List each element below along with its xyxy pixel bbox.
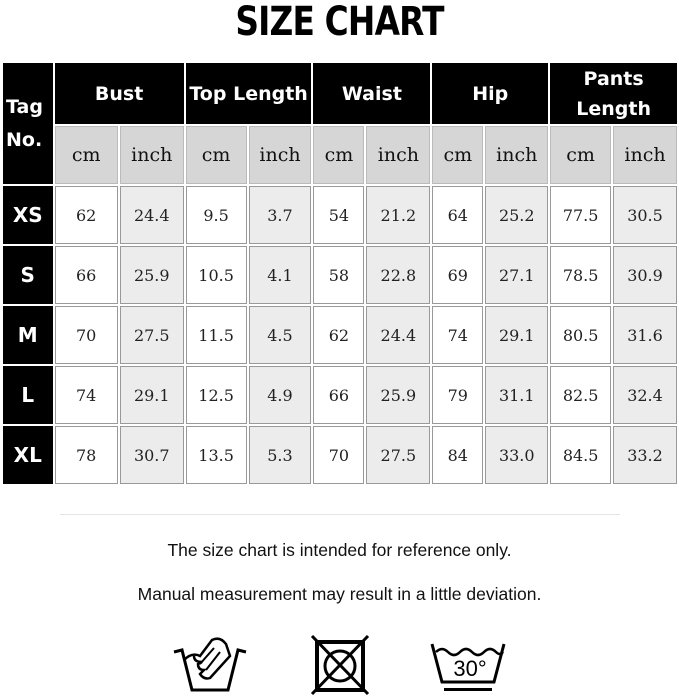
value-cell: 9.5 xyxy=(185,186,247,244)
value-cell: 29.1 xyxy=(119,366,184,424)
unit-header-inch: inch xyxy=(119,126,184,184)
group-header-bust: Bust xyxy=(54,63,184,124)
size-label: XL xyxy=(3,426,53,484)
table-row: L 74 29.1 12.5 4.9 66 25.9 79 31.1 82.5 32.4 xyxy=(3,366,677,424)
table-row: S 66 25.9 10.5 4.1 58 22.8 69 27.1 78.5 30.9 xyxy=(3,246,677,304)
value-cell: 4.5 xyxy=(248,306,312,364)
value-cell: 58 xyxy=(313,246,365,304)
unit-header-inch: inch xyxy=(613,126,677,184)
value-cell: 5.3 xyxy=(248,426,312,484)
value-cell: 33.2 xyxy=(613,426,677,484)
value-cell: 30.7 xyxy=(119,426,184,484)
value-cell: 62 xyxy=(54,186,118,244)
value-cell: 64 xyxy=(432,186,484,244)
wash-30-icon: 30° xyxy=(430,643,506,691)
group-header-top-length: Top Length xyxy=(185,63,312,124)
unit-header-cm: cm xyxy=(432,126,484,184)
group-header-pants-length: Pants Length xyxy=(550,63,677,124)
value-cell: 80.5 xyxy=(550,306,612,364)
group-header-waist: Waist xyxy=(313,63,431,124)
header-row-units: cm inch cm inch cm inch cm inch cm inch xyxy=(3,126,677,184)
value-cell: 33.0 xyxy=(485,426,549,484)
value-cell: 31.6 xyxy=(613,306,677,364)
unit-header-cm: cm xyxy=(550,126,612,184)
do-not-tumble-dry-icon xyxy=(310,634,370,696)
corner-label-tag: Tag xyxy=(6,95,43,118)
note-reference: The size chart is intended for reference… xyxy=(167,540,512,560)
unit-header-inch: inch xyxy=(248,126,312,184)
value-cell: 13.5 xyxy=(185,426,247,484)
unit-header-cm: cm xyxy=(313,126,365,184)
value-cell: 78 xyxy=(54,426,118,484)
value-cell: 74 xyxy=(54,366,118,424)
wash-temperature-label: 30° xyxy=(453,656,486,681)
value-cell: 74 xyxy=(432,306,484,364)
value-cell: 30.5 xyxy=(613,186,677,244)
unit-header-inch: inch xyxy=(485,126,549,184)
value-cell: 27.5 xyxy=(366,426,431,484)
value-cell: 29.1 xyxy=(485,306,549,364)
group-header-hip: Hip xyxy=(432,63,549,124)
corner-label-cell: Tag No. xyxy=(3,63,53,184)
value-cell: 70 xyxy=(313,426,365,484)
value-cell: 24.4 xyxy=(119,186,184,244)
chart-title: SIZE CHART xyxy=(235,0,444,45)
value-cell: 30.9 xyxy=(613,246,677,304)
size-label: S xyxy=(3,246,53,304)
table-row: XS 62 24.4 9.5 3.7 54 21.2 64 25.2 77.5 30.5 xyxy=(3,186,677,244)
corner-label-no: No. xyxy=(6,128,43,151)
value-cell: 32.4 xyxy=(613,366,677,424)
value-cell: 24.4 xyxy=(366,306,431,364)
value-cell: 84.5 xyxy=(550,426,612,484)
value-cell: 66 xyxy=(313,366,365,424)
value-cell: 27.1 xyxy=(485,246,549,304)
value-cell: 31.1 xyxy=(485,366,549,424)
value-cell: 3.7 xyxy=(248,186,312,244)
value-cell: 54 xyxy=(313,186,365,244)
value-cell: 69 xyxy=(432,246,484,304)
value-cell: 62 xyxy=(313,306,365,364)
table-row: XL 78 30.7 13.5 5.3 70 27.5 84 33.0 84.5 33.2 xyxy=(3,426,677,484)
value-cell: 11.5 xyxy=(185,306,247,364)
value-cell: 21.2 xyxy=(366,186,431,244)
size-label: L xyxy=(3,366,53,424)
unit-header-cm: cm xyxy=(54,126,118,184)
size-label: M xyxy=(3,306,53,364)
value-cell: 66 xyxy=(54,246,118,304)
value-cell: 82.5 xyxy=(550,366,612,424)
value-cell: 79 xyxy=(432,366,484,424)
value-cell: 22.8 xyxy=(366,246,431,304)
value-cell: 70 xyxy=(54,306,118,364)
value-cell: 12.5 xyxy=(185,366,247,424)
value-cell: 77.5 xyxy=(550,186,612,244)
value-cell: 25.9 xyxy=(119,246,184,304)
note-deviation: Manual measurement may result in a littl… xyxy=(137,584,542,604)
header-row-groups: Tag No. Bust Top Length Waist Hip Pants Length xyxy=(3,63,677,184)
value-cell: 25.9 xyxy=(366,366,431,424)
value-cell: 10.5 xyxy=(185,246,247,304)
unit-header-inch: inch xyxy=(366,126,431,184)
value-cell: 78.5 xyxy=(550,246,612,304)
size-table: Tag No. Bust Top Length Waist Hip Pants Length… xyxy=(1,61,679,486)
unit-header-cm: cm xyxy=(185,126,247,184)
value-cell: 25.2 xyxy=(485,186,549,244)
hand-wash-icon xyxy=(173,637,247,692)
value-cell: 4.1 xyxy=(248,246,312,304)
size-label: XS xyxy=(3,186,53,244)
table-row: M 70 27.5 11.5 4.5 62 24.4 74 29.1 80.5 31.6 xyxy=(3,306,677,364)
value-cell: 84 xyxy=(432,426,484,484)
value-cell: 27.5 xyxy=(119,306,184,364)
divider xyxy=(60,514,620,515)
value-cell: 4.9 xyxy=(248,366,312,424)
